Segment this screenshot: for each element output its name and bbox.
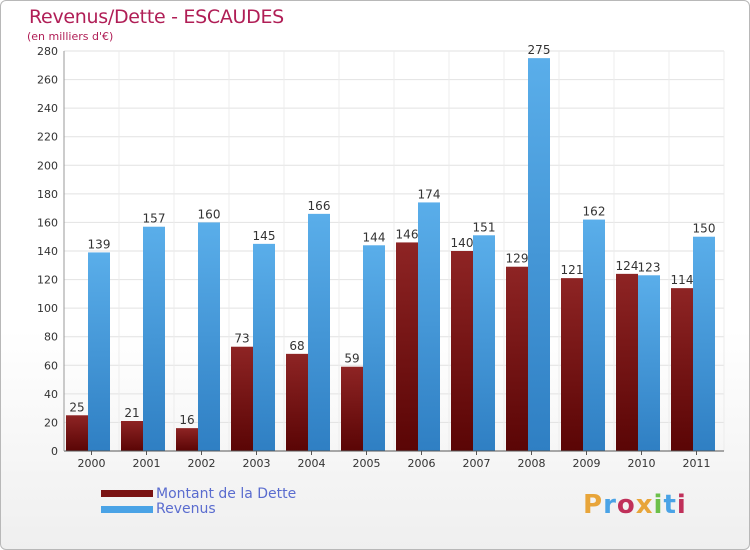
x-tick-label: 2006	[408, 457, 436, 470]
bar-revenus	[253, 243, 275, 451]
bar-dette	[176, 428, 198, 451]
x-tick-label: 2002	[188, 457, 216, 470]
data-label: 174	[418, 187, 441, 201]
data-label: 139	[88, 237, 111, 251]
x-tick-label: 2005	[353, 457, 381, 470]
bar-dette	[396, 242, 418, 451]
data-label: 160	[198, 207, 221, 221]
logo-letter: t	[663, 490, 677, 520]
data-label: 146	[396, 227, 419, 241]
proxiti-logo: Proxiti	[583, 490, 687, 520]
x-tick-label: 2009	[573, 457, 601, 470]
bar-dette	[286, 353, 308, 451]
bar-dette	[451, 251, 473, 451]
bar-revenus	[363, 245, 385, 451]
data-label: 140	[451, 236, 474, 250]
labels-layer: 25 139 21 157 16 160 73 145 68 166 59 144 146 174 140 1…	[69, 43, 715, 427]
bar-dette	[231, 346, 253, 451]
data-label: 129	[506, 252, 529, 266]
bar-dette	[341, 366, 363, 451]
y-tick-label: 160	[37, 216, 58, 229]
y-tick-label: 240	[37, 102, 58, 115]
bar-revenus	[143, 226, 165, 451]
data-label: 275	[528, 43, 551, 57]
y-tick-label: 60	[44, 359, 58, 372]
bar-revenus	[528, 58, 550, 452]
x-tick-label: 2000	[78, 457, 106, 470]
data-label: 157	[143, 212, 166, 226]
bar-revenus	[693, 236, 715, 451]
bar-revenus	[198, 222, 220, 451]
y-tick-label: 20	[44, 416, 58, 429]
chart-subtitle: (en milliers d'€)	[27, 30, 114, 43]
x-tick-label: 2001	[133, 457, 161, 470]
y-tick-label: 80	[44, 331, 58, 344]
y-tick-label: 260	[37, 74, 58, 87]
legend-swatch-dette	[101, 490, 153, 497]
legend-label-dette: Montant de la Dette	[156, 486, 297, 502]
logo-letter: r	[603, 490, 617, 520]
data-label: 162	[583, 205, 606, 219]
x-tick-label: 2003	[243, 457, 271, 470]
bar-dette	[66, 415, 88, 451]
bar-revenus	[418, 202, 440, 451]
y-tick-label: 100	[37, 302, 58, 315]
data-label: 150	[693, 222, 716, 236]
data-label: 114	[671, 273, 694, 287]
bar-revenus	[638, 275, 660, 451]
logo-letter: i	[653, 490, 664, 520]
logo-letter: i	[676, 490, 687, 520]
grid-layer	[63, 50, 725, 452]
x-tick-label: 2008	[518, 457, 546, 470]
logo-letter: P	[583, 490, 604, 520]
y-tick-label: 220	[37, 131, 58, 144]
data-label: 144	[363, 230, 386, 244]
data-label: 68	[289, 339, 304, 353]
x-tick-label: 2004	[298, 457, 326, 470]
x-tick-label: 2010	[628, 457, 656, 470]
y-tick-label: 0	[51, 445, 58, 458]
data-label: 145	[253, 229, 276, 243]
bar-dette	[506, 266, 528, 451]
bar-dette	[561, 278, 583, 451]
bar-revenus	[583, 219, 605, 451]
bar-revenus	[88, 252, 110, 451]
data-label: 73	[234, 332, 249, 346]
bar-revenus	[473, 235, 495, 451]
data-label: 16	[179, 413, 194, 427]
bar-dette	[121, 421, 143, 451]
x-tick-label: 2007	[463, 457, 491, 470]
y-tick-label: 40	[44, 388, 58, 401]
data-label: 59	[344, 352, 359, 366]
axis-layer: 0 20 40 60 80 100 120 140 160 180 200 220 240 260 280 2…	[37, 45, 724, 470]
x-tick-label: 2011	[683, 457, 711, 470]
legend-label-revenus: Revenus	[156, 501, 216, 517]
data-label: 166	[308, 199, 331, 213]
logo-letter: o	[616, 490, 636, 520]
y-tick-label: 140	[37, 245, 58, 258]
data-label: 25	[69, 400, 84, 414]
y-tick-label: 180	[37, 188, 58, 201]
logo-letter: x	[635, 490, 654, 520]
data-label: 124	[616, 259, 639, 273]
bar-revenus	[308, 213, 330, 451]
data-label: 121	[561, 263, 584, 277]
bar-dette	[616, 273, 638, 451]
data-label: 123	[638, 260, 661, 274]
bar-dette	[671, 288, 693, 451]
chart-title: Revenus/Dette - ESCAUDES	[29, 6, 284, 28]
y-tick-label: 200	[37, 159, 58, 172]
data-label: 21	[124, 406, 139, 420]
legend-swatch-revenus	[101, 506, 153, 513]
data-label: 151	[473, 220, 496, 234]
y-tick-label: 120	[37, 274, 58, 287]
bars-layer	[66, 58, 715, 452]
y-tick-label: 280	[37, 45, 58, 58]
